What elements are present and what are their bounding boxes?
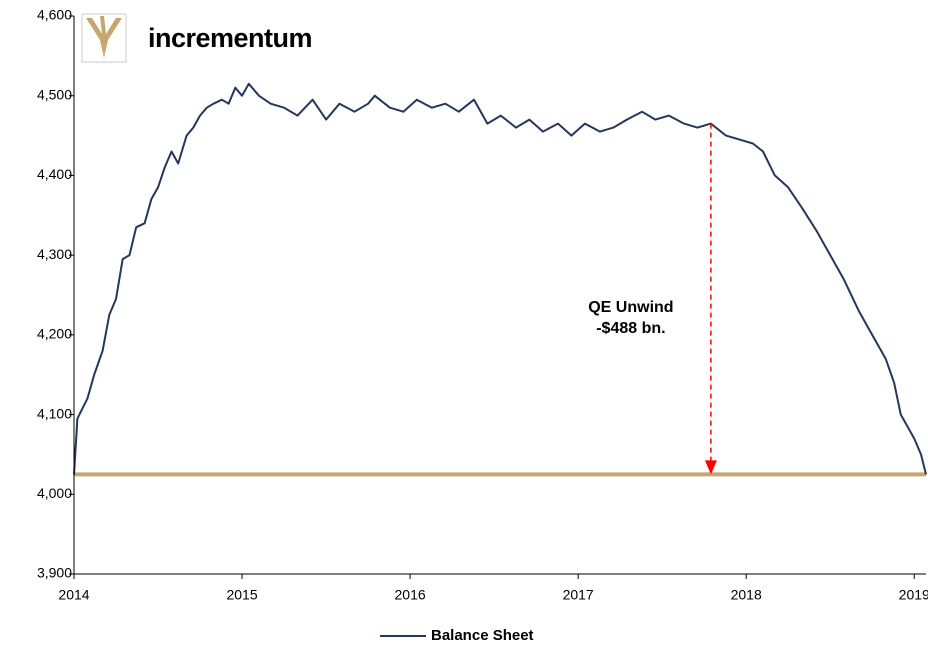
y-tick-label: 4,000 bbox=[37, 485, 72, 501]
y-tick-label: 4,300 bbox=[37, 246, 72, 262]
y-tick-label: 4,500 bbox=[37, 86, 72, 102]
logo-tree bbox=[86, 16, 122, 58]
logo: incrementum bbox=[81, 13, 313, 63]
annotation-text: QE Unwind bbox=[588, 299, 673, 316]
y-tick-label: 4,100 bbox=[37, 405, 72, 421]
logo-frame bbox=[81, 13, 127, 63]
x-tick-label: 2019 bbox=[899, 587, 928, 603]
y-tick-label: 4,600 bbox=[37, 7, 72, 23]
x-tick-label: 2016 bbox=[395, 587, 426, 603]
brand-name: incrementum bbox=[148, 23, 312, 53]
x-tick-label: 2015 bbox=[226, 587, 257, 603]
annotation-text: -$488 bn. bbox=[596, 320, 665, 337]
annotation-arrowhead bbox=[704, 460, 717, 475]
legend-label: Balance Sheet bbox=[431, 627, 534, 644]
y-tick-label: 3,900 bbox=[37, 565, 72, 581]
y-tick-label: 4,400 bbox=[37, 166, 72, 182]
data-line bbox=[73, 82, 927, 475]
x-tick-label: 2014 bbox=[58, 587, 89, 603]
x-tick-label: 2017 bbox=[563, 587, 594, 603]
y-tick-label: 4,200 bbox=[37, 326, 72, 342]
x-tick-label: 2018 bbox=[731, 587, 762, 603]
